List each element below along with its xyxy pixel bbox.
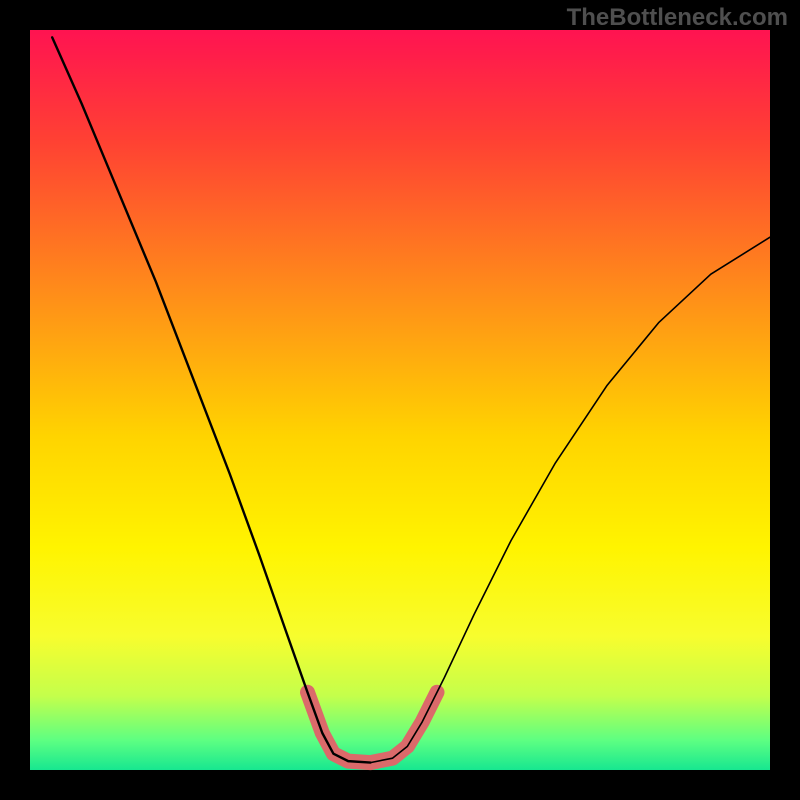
watermark-text: TheBottleneck.com: [567, 4, 788, 32]
chart-plot-area: [30, 30, 770, 770]
chart-canvas: [0, 0, 800, 800]
